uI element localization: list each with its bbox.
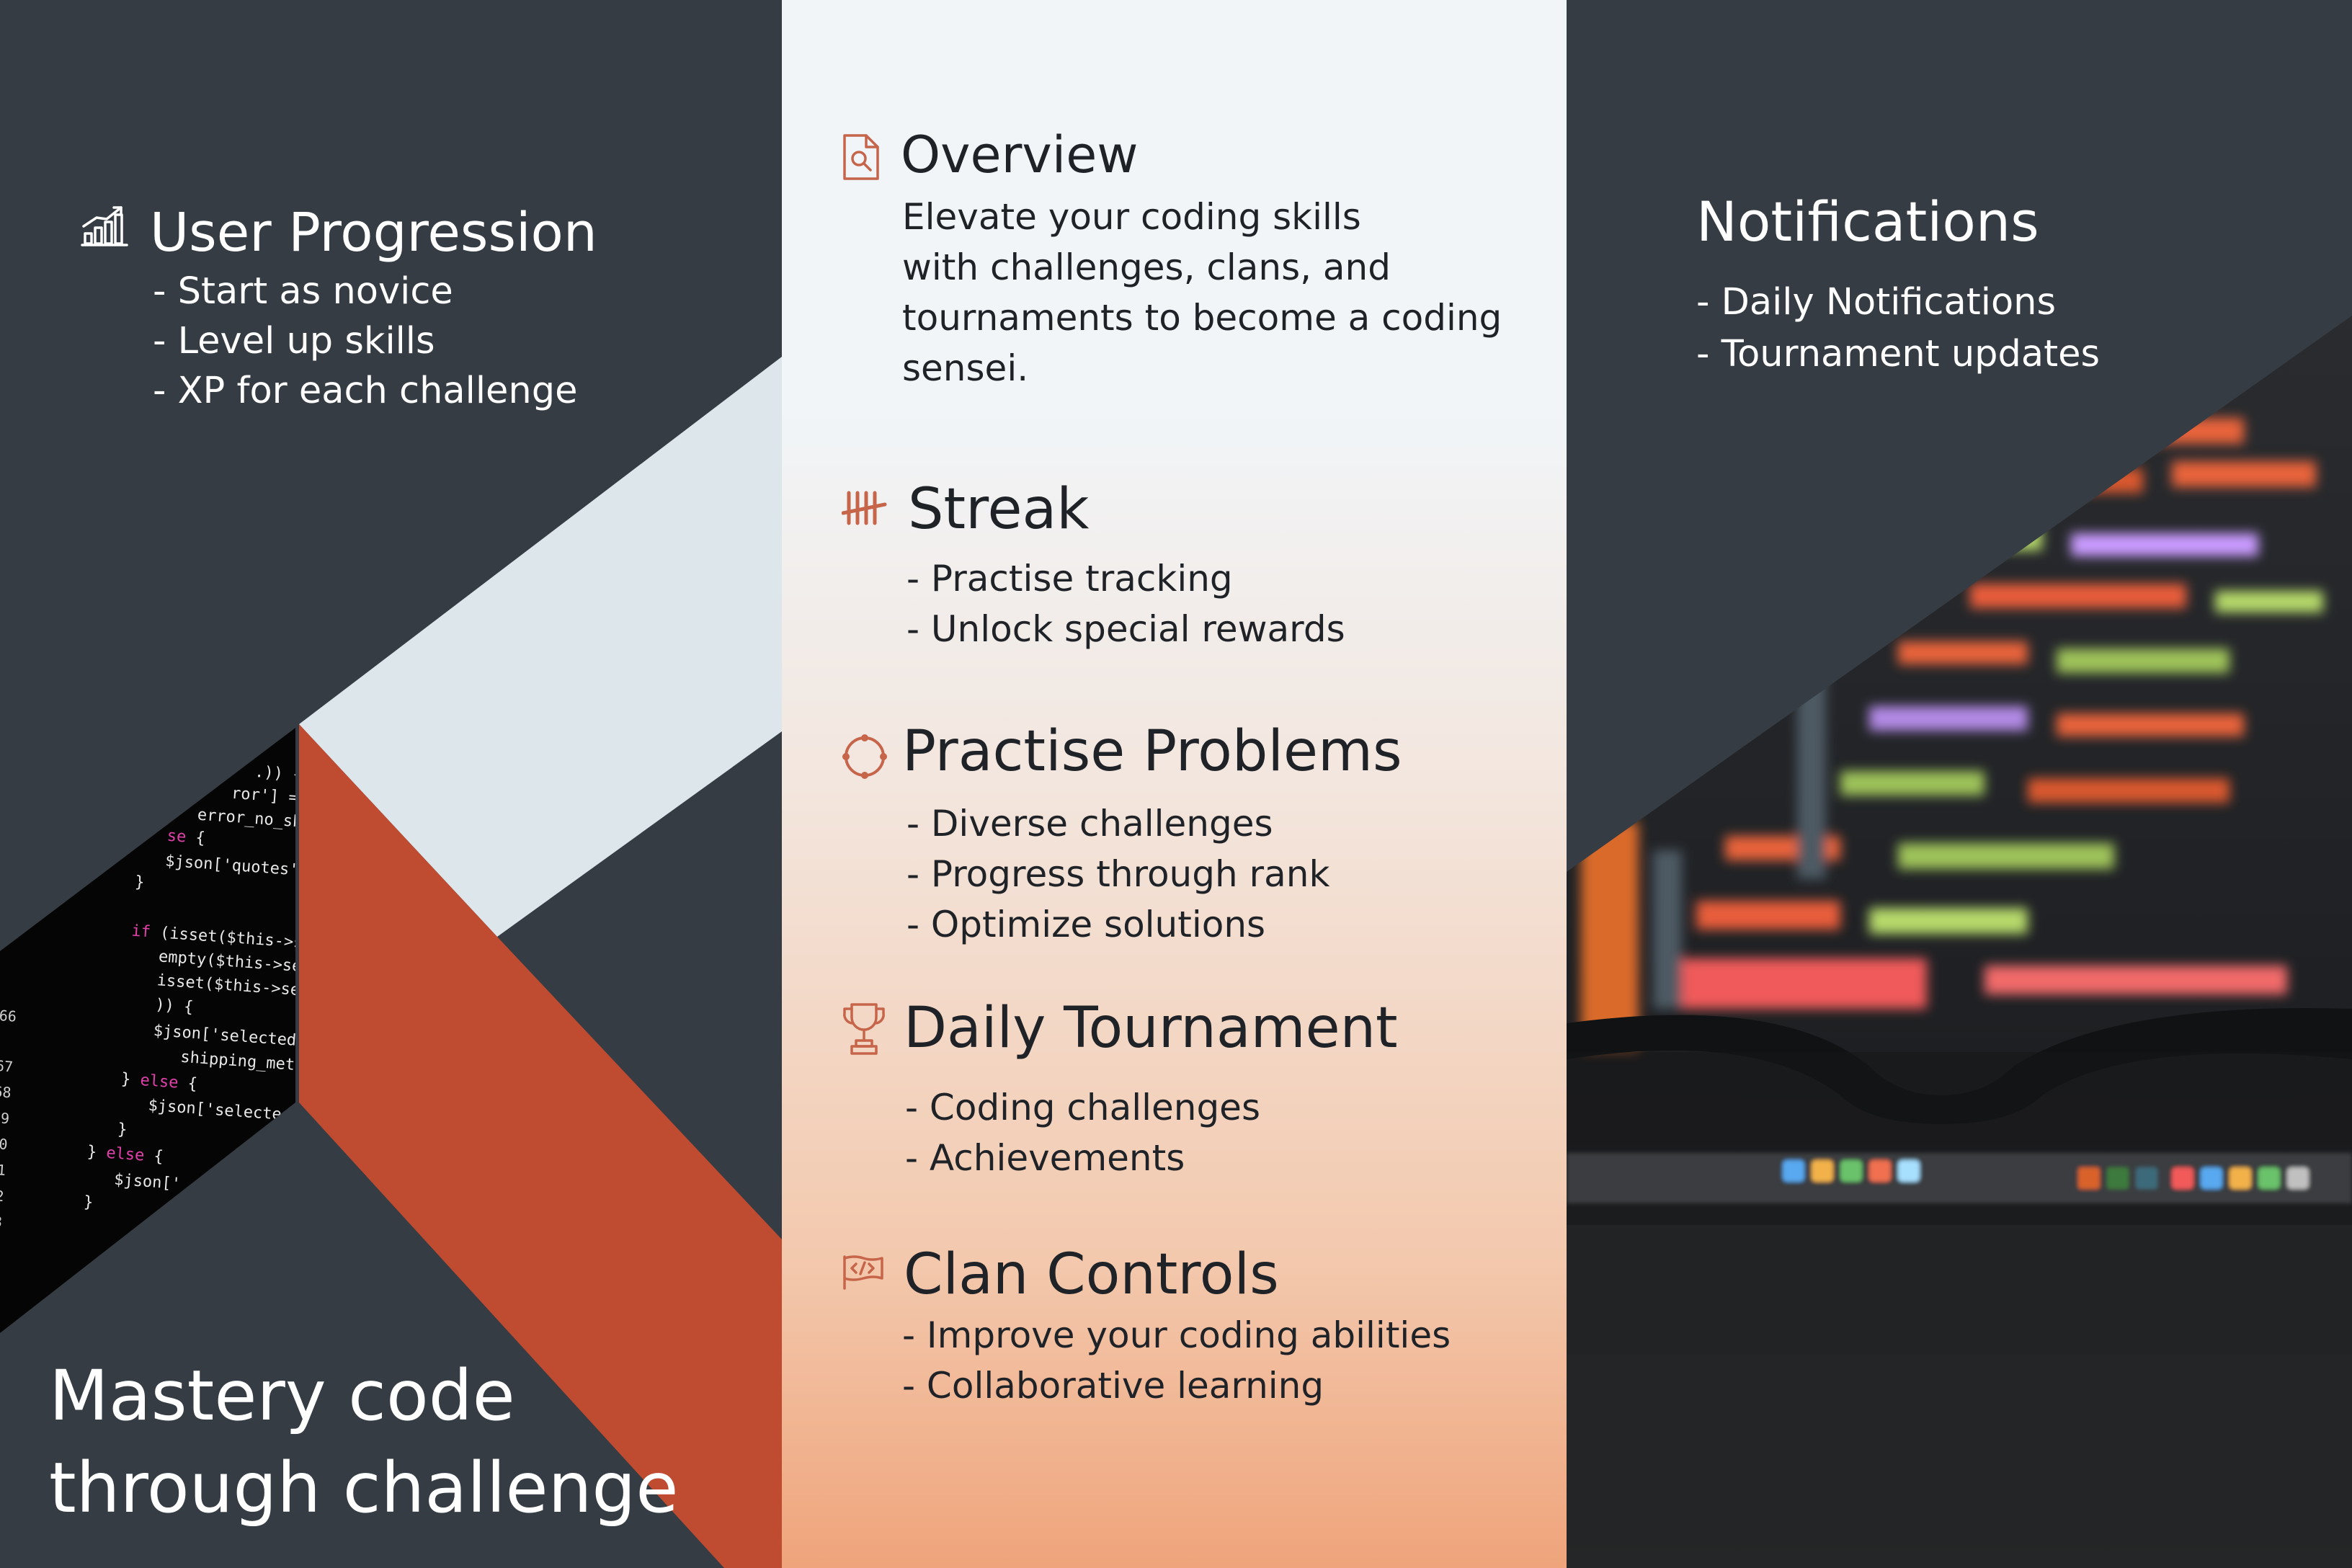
red-diagonal-band bbox=[299, 724, 782, 1568]
circular-arrows-icon bbox=[842, 734, 887, 779]
right-panel bbox=[1567, 0, 2352, 1568]
list-item: - XP for each challenge bbox=[153, 370, 578, 412]
svg-text:69: 69 bbox=[0, 1109, 10, 1128]
practise-problems-list: - Diverse challenges - Progress through … bbox=[906, 798, 1329, 950]
list-item: - Progress through rank bbox=[906, 853, 1330, 895]
svg-text:66: 66 bbox=[0, 1007, 17, 1025]
tally-marks-icon bbox=[842, 491, 887, 525]
glasses-photo-graphic bbox=[1567, 316, 2352, 1568]
svg-text:}: } bbox=[117, 1121, 128, 1139]
hero-line-1: Mastery code bbox=[49, 1355, 515, 1436]
overview-line: Elevate your coding skills bbox=[902, 196, 1361, 238]
list-item: - Optimize solutions bbox=[906, 904, 1266, 945]
notifications-list: - Daily Notifications - Tournament updat… bbox=[1696, 277, 2100, 380]
streak-list: - Practise tracking - Unlock special rew… bbox=[906, 553, 1345, 654]
svg-text:68: 68 bbox=[0, 1083, 12, 1102]
svg-text:}: } bbox=[134, 873, 145, 892]
practise-problems-title: Practise Problems bbox=[902, 719, 1402, 784]
trophy-icon bbox=[843, 1003, 885, 1055]
overview-line: with challenges, clans, and bbox=[902, 246, 1391, 288]
svg-text:67: 67 bbox=[0, 1057, 14, 1076]
svg-text:70: 70 bbox=[0, 1135, 8, 1154]
list-item: - Improve your coding abilities bbox=[902, 1314, 1451, 1356]
daily-tournament-list: - Coding challenges - Achievements bbox=[905, 1082, 1260, 1183]
list-item: - Level up skills bbox=[153, 320, 435, 362]
overview-line: sensei. bbox=[902, 347, 1029, 389]
user-progression-title: User Progression bbox=[150, 202, 597, 264]
overview-description: Elevate your coding skills with challeng… bbox=[902, 192, 1507, 393]
user-progression-list: - Start as novice - Level up skills - XP… bbox=[153, 267, 577, 416]
center-panel bbox=[782, 0, 1567, 1568]
svg-text:.)) {: .)) { bbox=[254, 763, 303, 785]
hero-tagline: Mastery code through challenge bbox=[49, 1350, 678, 1534]
document-search-icon bbox=[843, 134, 879, 180]
list-item: - Practise tracking bbox=[906, 558, 1233, 600]
overview-title: Overview bbox=[901, 125, 1139, 184]
list-item: - Achievements bbox=[905, 1137, 1185, 1179]
list-item: - Diverse challenges bbox=[906, 803, 1273, 845]
clan-controls-list: - Improve your coding abilities - Collab… bbox=[902, 1310, 1451, 1411]
hero-line-2: through challenge bbox=[49, 1448, 679, 1528]
svg-text:72: 72 bbox=[0, 1186, 4, 1205]
list-item: - Tournament updates bbox=[1696, 333, 2101, 375]
svg-text:73: 73 bbox=[0, 1212, 3, 1231]
list-item: - Coding challenges bbox=[905, 1087, 1260, 1128]
clan-controls-title: Clan Controls bbox=[904, 1242, 1279, 1307]
svg-text:se {: se { bbox=[166, 827, 206, 848]
chart-growth-icon bbox=[81, 206, 128, 246]
list-item: - Start as novice bbox=[153, 270, 453, 313]
left-background-graphic: .)) { ror'] = $t error_no_shippi se { $j… bbox=[0, 357, 782, 1568]
svg-text:71: 71 bbox=[0, 1161, 6, 1180]
daily-tournament-title: Daily Tournament bbox=[904, 996, 1398, 1061]
streak-title: Streak bbox=[908, 477, 1090, 542]
left-panel: .)) { ror'] = $t error_no_shippi se { $j… bbox=[0, 0, 782, 1568]
code-flag-icon bbox=[843, 1255, 883, 1290]
notifications-title: Notifications bbox=[1696, 190, 2039, 254]
overview-line: tournaments to become a coding bbox=[902, 297, 1502, 339]
list-item: - Daily Notifications bbox=[1696, 281, 2057, 324]
svg-text:}: } bbox=[83, 1193, 94, 1212]
svg-text:)) {: )) { bbox=[155, 996, 195, 1017]
list-item: - Collaborative learning bbox=[902, 1365, 1324, 1407]
light-diagonal-band bbox=[299, 357, 782, 937]
list-item: - Unlock special rewards bbox=[906, 608, 1345, 650]
